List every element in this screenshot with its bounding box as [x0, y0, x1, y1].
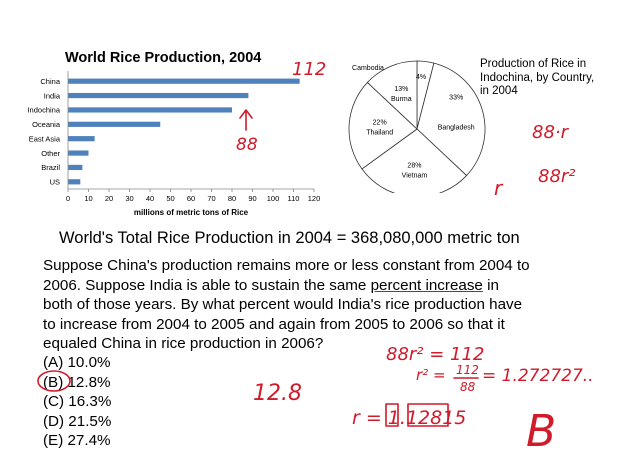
pie-slice [361, 128, 468, 193]
bar [68, 121, 161, 127]
bar-chart-title: World Rice Production, 2004 [65, 50, 261, 66]
pie-value-label: 13% [394, 86, 408, 93]
answer-choices: (A) 10.0% (B) 12.8% (C) 16.3% (D) 21.5% (E) … [43, 353, 111, 451]
bar-x-tick-label: 30 [125, 194, 133, 203]
pie-slice-label: Thailand [366, 130, 393, 137]
bar-category-label: China [40, 77, 60, 86]
pie-value-label: 33% [449, 95, 463, 102]
question-line-text: 2006. Suppose India is able to sustain t… [43, 276, 371, 294]
bar-x-tick-label: 40 [146, 194, 154, 203]
pie-slices [348, 60, 486, 193]
annotation-right-2: 88r² [538, 166, 576, 187]
bar [68, 164, 83, 171]
bar [68, 150, 89, 156]
total-production-line: World's Total Rice Production in 2004 = … [59, 229, 520, 247]
annotation-box-2 [407, 403, 449, 427]
bar-chart: World Rice Production, 2004 China India In… [27, 50, 320, 217]
bar-category-label: US [50, 178, 60, 187]
question-line-text: in [482, 276, 499, 294]
pie-chart-title: Production of Rice in Indochina, by Coun… [480, 58, 595, 97]
annotation-right-3: r [494, 176, 504, 200]
annotation-equation-2-num: 112 [456, 363, 479, 377]
question-line-text: to increase from 2004 to 2005 and again … [43, 315, 505, 333]
annotation-equation-2-rhs: = 1.272727.. [482, 366, 594, 386]
bar-x-tick-label: 80 [228, 194, 236, 203]
pie-slice-label: Burma [391, 96, 412, 103]
bar-category-label: Brazil [41, 163, 60, 172]
question-line: 2006. Suppose India is able to sustain t… [43, 276, 530, 296]
answer-choice: (B) 12.8% [43, 373, 111, 391]
answer-choice: (A) 10.0% [43, 354, 111, 371]
pie-value-label: 4% [416, 74, 426, 81]
question-text: Suppose China's production remains more … [43, 256, 530, 354]
question-line: equaled China in rice production in 2006… [43, 334, 530, 354]
bar-category-label: East Asia [29, 134, 61, 143]
bar-category-label: India [44, 91, 61, 100]
pie-labels: 4% Cambodia 33% Bangladesh 28% Vietnam 22% Thai… [352, 65, 475, 180]
answer-choice: (C) 16.3% [43, 393, 112, 411]
bar-x-tick-label: 10 [84, 194, 92, 203]
question-line: to increase from 2004 to 2005 and again … [43, 315, 530, 335]
pie-chart: 4% Cambodia 33% Bangladesh 28% Vietnam 22% Thai… [348, 60, 486, 193]
bar [68, 179, 81, 185]
pie-slice-label: Vietnam [402, 173, 428, 180]
bar-x-tick-label: 50 [166, 194, 174, 203]
pie-value-label: 22% [373, 120, 387, 127]
bars-group [68, 78, 300, 185]
bar [68, 92, 249, 99]
question-underlined-phrase: percent increase [370, 276, 483, 294]
bar-x-tick-label: 20 [105, 194, 113, 203]
question-line: Suppose China's production remains more … [43, 256, 530, 276]
bar-category-label: Oceania [32, 120, 61, 129]
question-line-text: equaled China in rice production in 2006… [43, 335, 324, 353]
annotation-answer-letter: B [526, 406, 556, 457]
answer-choice: (E) 27.4% [43, 432, 111, 450]
pie-value-label: 28% [407, 163, 421, 170]
pie-slice [348, 81, 418, 170]
bar-x-tick-label: 0 [66, 194, 70, 203]
bar-x-tick-label: 90 [248, 194, 256, 203]
pie-slice-label: Cambodia [352, 65, 384, 72]
bar-x-tick-label: 70 [207, 194, 215, 203]
bar-category-label: Other [41, 149, 60, 158]
bar-x-tick-label: 60 [187, 194, 195, 203]
annotation-right-1: 88·r [532, 122, 570, 143]
question-line-text: Suppose China's production remains more … [43, 257, 530, 274]
answer-choice: (D) 21.5% [43, 412, 112, 430]
bar [68, 78, 300, 84]
annotation-equation-3: r = 1.12815 [352, 407, 466, 429]
question-line-text: both of those years. By what percent wou… [43, 296, 523, 314]
annotation-box-1 [385, 403, 399, 427]
bar-category-label: Indochina [27, 106, 60, 115]
bar [68, 136, 95, 142]
bar-x-tick-label: 120 [308, 194, 321, 203]
bar [68, 107, 232, 113]
bar-x-tick-label: 110 [288, 194, 300, 203]
pie-slice [416, 62, 486, 177]
question-line: both of those years. By what percent wou… [43, 295, 530, 315]
pie-slice-label: Bangladesh [438, 125, 475, 132]
annotation-mid-value: 12.8 [253, 381, 302, 406]
bar-chart-xlabel: millions of metric tons of Rice [134, 208, 249, 217]
pie-slice [366, 60, 418, 130]
bar-axes: China India Indochina Oceania East Asia Other… [27, 71, 320, 203]
bar-x-tick-label: 100 [267, 194, 280, 203]
annotation-equation-2-den: 88 [460, 380, 476, 394]
annotation-equation-2-lhs: r² = [416, 366, 446, 384]
